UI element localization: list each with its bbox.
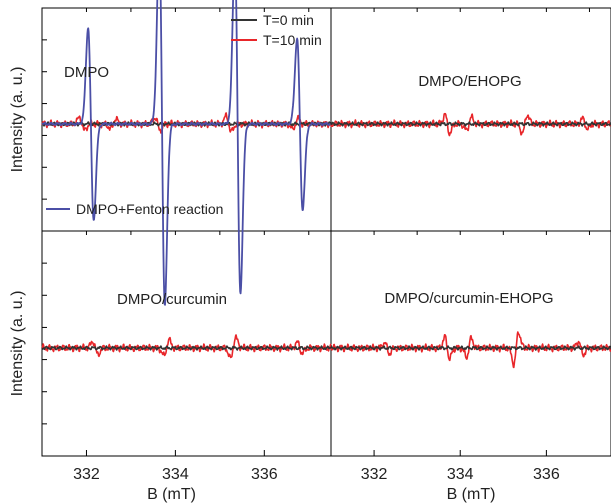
panel-frame-top-right — [330, 7, 611, 232]
panel-label-top-left: DMPO — [64, 64, 109, 81]
x-tick-label: 334 — [162, 466, 189, 483]
x-tick-label: 336 — [251, 466, 278, 483]
x-axis-label: B (mT) — [147, 486, 196, 503]
legend-entry: T=10 min — [263, 32, 322, 48]
series-line-bottom-left-0 — [41, 345, 332, 351]
x-tick-label: 332 — [361, 466, 388, 483]
panel-frame-bottom-left — [41, 230, 332, 457]
x-axis-label: B (mT) — [447, 486, 496, 503]
series-line-top-right-0 — [330, 121, 611, 127]
panel-label-bottom-left: DMPO/curcumin — [117, 291, 227, 308]
legend-entry: DMPO+Fenton reaction — [76, 201, 223, 217]
x-tick-label: 334 — [447, 466, 474, 483]
legend-entry: T=0 min — [263, 12, 314, 28]
panel-frame-bottom-right — [330, 230, 611, 457]
panel-label-top-right: DMPO/EHOPG — [418, 73, 521, 90]
x-tick-label: 336 — [533, 466, 560, 483]
y-axis-label: Intensity (a. u.) — [9, 67, 26, 173]
y-axis-label: Intensity (a. u.) — [9, 291, 26, 397]
series-line-top-left-0 — [41, 0, 332, 306]
x-tick-label: 332 — [73, 466, 100, 483]
panel-label-bottom-right: DMPO/curcumin-EHOPG — [384, 290, 553, 307]
series-line-top-right-1 — [330, 112, 611, 137]
series-line-bottom-right-0 — [330, 345, 611, 351]
